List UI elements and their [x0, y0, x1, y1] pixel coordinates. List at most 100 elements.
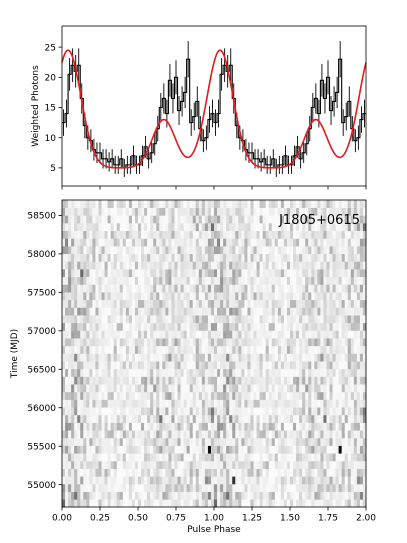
- heatmap-cell: [198, 330, 203, 339]
- heatmap-cell: [356, 483, 361, 492]
- heatmap-cell: [271, 453, 276, 462]
- heatmap-cell: [113, 269, 118, 278]
- heatmap-cell: [128, 223, 133, 231]
- heatmap-cell: [122, 345, 127, 354]
- heatmap-cell: [101, 491, 105, 500]
- heatmap-cell: [180, 460, 184, 469]
- heatmap-cell: [147, 322, 151, 331]
- heatmap-cell: [134, 207, 139, 216]
- heatmap-cell: [198, 483, 203, 492]
- heatmap-cell: [156, 453, 160, 462]
- heatmap-cell: [101, 422, 105, 431]
- x-tick-label: 0.00: [52, 514, 72, 524]
- heatmap-cell: [119, 330, 124, 339]
- heatmap-cell: [156, 253, 160, 262]
- heatmap-cell: [220, 284, 224, 293]
- heatmap-cell: [332, 207, 336, 216]
- heatmap-cell: [210, 345, 215, 354]
- heatmap-cell: [320, 399, 324, 408]
- heatmap-cell: [256, 476, 260, 485]
- heatmap-cell: [186, 399, 190, 408]
- heatmap-cell: [286, 460, 291, 469]
- heatmap-cell: [131, 200, 136, 208]
- heatmap-cell: [192, 238, 197, 247]
- heatmap-cell: [80, 376, 84, 385]
- y-tick-label: 25: [45, 43, 56, 53]
- heatmap-cell: [308, 430, 312, 439]
- heatmap-cell: [244, 330, 248, 339]
- heatmap-cell: [159, 430, 163, 439]
- heatmap-cell: [159, 361, 163, 370]
- heatmap-cell: [62, 353, 66, 362]
- heatmap-cell: [359, 353, 364, 362]
- x-tick-label: 0.75: [166, 514, 186, 524]
- heatmap-cell: [274, 445, 279, 454]
- heatmap-cell: [256, 376, 260, 385]
- heatmap-cell: [192, 299, 197, 308]
- heatmap-cell: [119, 399, 124, 408]
- heatmap-cell: [207, 200, 212, 208]
- heatmap-cell: [95, 230, 99, 239]
- heatmap-cell: [341, 361, 346, 370]
- heatmap-cell: [198, 215, 203, 224]
- heatmap-cell: [238, 483, 242, 492]
- heatmap-cell: [98, 345, 102, 354]
- heatmap-cell: [217, 338, 221, 347]
- heatmap-cell: [119, 230, 124, 239]
- heatmap-cell: [165, 384, 169, 393]
- heatmap-cell: [186, 315, 190, 324]
- heatmap-cell: [134, 453, 139, 462]
- heatmap-cell: [174, 499, 178, 508]
- heatmap-cell: [326, 299, 330, 308]
- heatmap-cell: [338, 407, 342, 416]
- heatmap-cell: [110, 269, 114, 278]
- heatmap-cell: [116, 307, 121, 316]
- heatmap-cell: [116, 430, 121, 439]
- heatmap-cell: [226, 430, 230, 439]
- heatmap-cell: [241, 276, 245, 285]
- heatmap-cell: [192, 468, 197, 477]
- heatmap-cell: [180, 453, 184, 462]
- heatmap-cell: [311, 353, 315, 362]
- heatmap-cell: [186, 437, 190, 446]
- heatmap-cell: [144, 468, 148, 477]
- heatmap-cell: [65, 483, 69, 492]
- heatmap-cell: [116, 468, 121, 477]
- heatmap-cell: [293, 338, 297, 347]
- heatmap-cell: [119, 422, 124, 431]
- heatmap-cell: [299, 468, 303, 477]
- heatmap-cell: [189, 230, 194, 239]
- heatmap-cell: [110, 430, 114, 439]
- heatmap-cell: [156, 422, 160, 431]
- heatmap-cell: [302, 200, 306, 208]
- heatmap-cell: [323, 345, 327, 354]
- heatmap-cell: [265, 215, 270, 224]
- heatmap-cell: [150, 499, 154, 508]
- heatmap-cell: [95, 468, 99, 477]
- heatmap-cell: [217, 453, 221, 462]
- heatmap-cell: [226, 491, 230, 500]
- heatmap-cell: [356, 407, 361, 416]
- heatmap-cell: [110, 422, 114, 431]
- heatmap-cell: [241, 453, 245, 462]
- heatmap-cell: [83, 276, 87, 285]
- heatmap-cell: [265, 453, 270, 462]
- heatmap-cell: [189, 200, 194, 208]
- heatmap-cell: [283, 230, 288, 239]
- heatmap-cell: [250, 322, 254, 331]
- heatmap-cell: [347, 361, 352, 370]
- heatmap-cell: [138, 430, 142, 439]
- heatmap-cell: [308, 384, 312, 393]
- heatmap-cell: [77, 460, 81, 469]
- heatmap-cell: [326, 253, 330, 262]
- heatmap-cell: [162, 468, 166, 477]
- heatmap-cell: [68, 499, 72, 508]
- heatmap-cell: [86, 322, 90, 331]
- heatmap-cell: [326, 238, 330, 247]
- heatmap-cell: [347, 499, 352, 508]
- heatmap-cell: [204, 491, 209, 500]
- heatmap-cell: [268, 491, 273, 500]
- heatmap-cell: [326, 284, 330, 293]
- heatmap-cell: [226, 207, 230, 216]
- heatmap-cell: [302, 353, 306, 362]
